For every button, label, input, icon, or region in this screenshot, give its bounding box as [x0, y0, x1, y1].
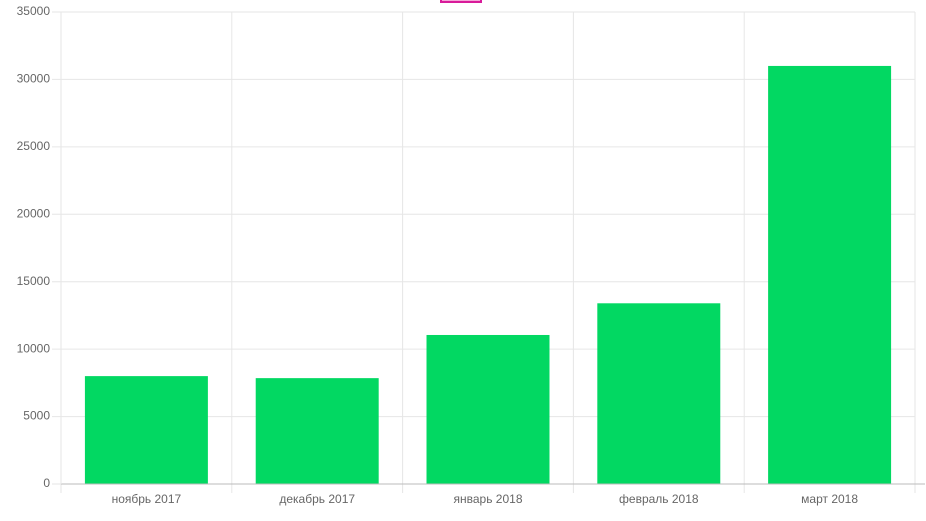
bar: [597, 303, 721, 484]
y-tick-label: 35000: [17, 4, 51, 18]
bar: [255, 378, 379, 484]
x-tick-label: март 2018: [801, 492, 858, 506]
x-tick-label: декабрь 2017: [279, 492, 355, 506]
y-tick-label: 20000: [17, 206, 51, 220]
x-tick-label: январь 2018: [454, 492, 523, 506]
y-tick-label: 5000: [23, 409, 50, 423]
bar: [84, 376, 208, 484]
bar: [768, 65, 892, 484]
legend-swatch: [440, 0, 482, 3]
y-tick-label: 15000: [17, 274, 51, 288]
x-tick-label: ноябрь 2017: [112, 492, 182, 506]
y-tick-label: 0: [43, 476, 50, 490]
bar: [426, 334, 550, 484]
x-tick-label: февраль 2018: [619, 492, 699, 506]
y-tick-label: 10000: [17, 341, 51, 355]
y-tick-label: 25000: [17, 139, 51, 153]
y-tick-label: 30000: [17, 72, 51, 86]
